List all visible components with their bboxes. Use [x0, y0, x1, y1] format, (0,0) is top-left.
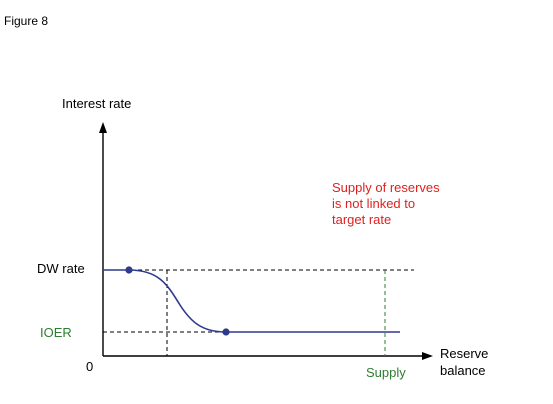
dw-rate-point	[125, 266, 133, 274]
annotation: Supply of reserves is not linked to targ…	[332, 180, 443, 227]
y-axis-arrow	[99, 122, 107, 133]
annotation-line-3: target rate	[332, 212, 391, 227]
demand-curve	[103, 269, 400, 333]
origin-label: 0	[86, 359, 93, 374]
ioer-label: IOER	[40, 325, 72, 340]
dw-rate-label: DW rate	[37, 261, 85, 276]
annotation-line-2: is not linked to	[332, 196, 415, 211]
x-axis-arrow	[422, 352, 433, 360]
supply-label: Supply	[366, 365, 406, 380]
figure-label: Figure 8	[4, 14, 48, 28]
x-axis-label: Reserve balance	[440, 346, 492, 378]
x-axis-label-line-2: balance	[440, 363, 486, 378]
x-axis-label-line-1: Reserve	[440, 346, 488, 361]
y-axis-label: Interest rate	[62, 96, 131, 111]
annotation-line-1: Supply of reserves	[332, 180, 440, 195]
ioer-point	[222, 328, 230, 336]
